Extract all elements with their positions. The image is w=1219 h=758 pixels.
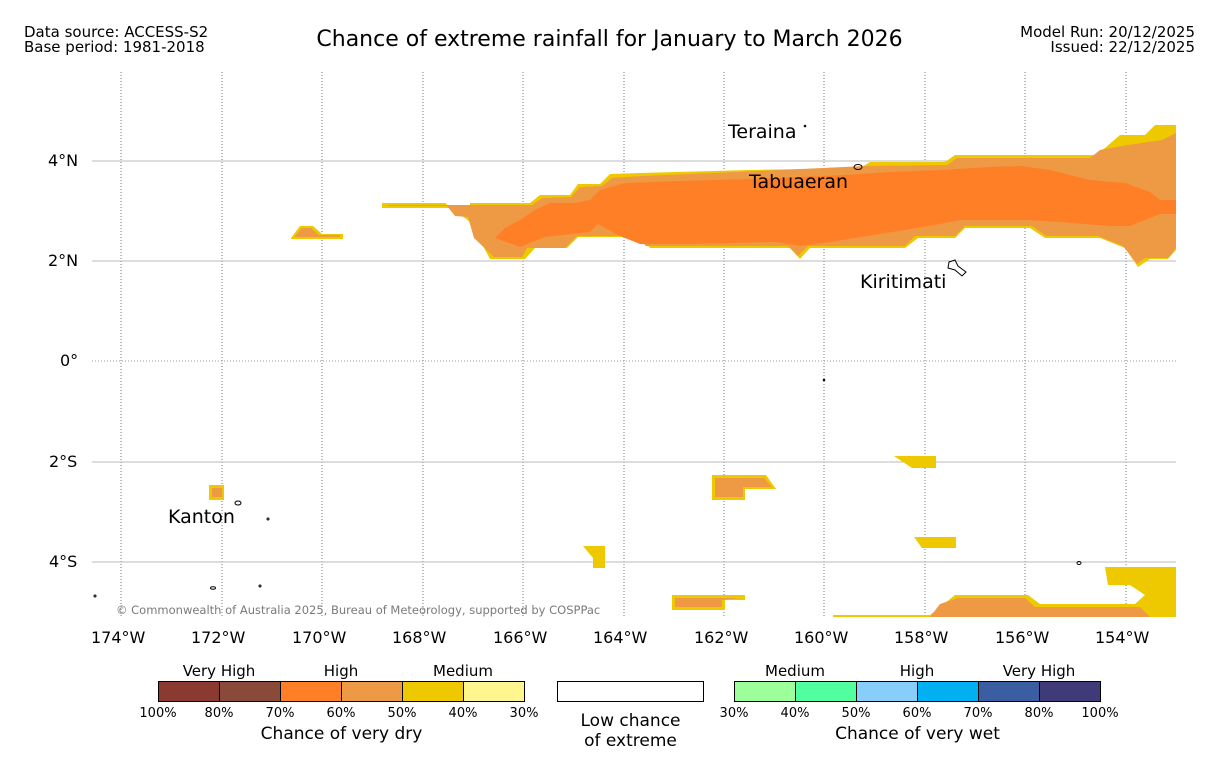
legend-wet-tick: 50% bbox=[841, 706, 871, 721]
base-period-label: Base period: 1981-2018 bbox=[24, 38, 205, 56]
dry-region-170w-inner bbox=[295, 228, 340, 237]
map-title: Chance of extreme rainfall for January t… bbox=[316, 27, 903, 52]
data-source-label: Data source: ACCESS-S2 bbox=[24, 23, 209, 41]
legend-wet-swatch bbox=[978, 681, 1040, 702]
legend-wet-tick: 60% bbox=[902, 706, 932, 721]
dry-region-south-east bbox=[833, 567, 1176, 617]
legend-low-caption-line1: Low chance bbox=[580, 711, 681, 731]
lon-label: 172°W bbox=[191, 628, 246, 647]
legend-wet-tick: 70% bbox=[963, 706, 993, 721]
lon-label: 160°W bbox=[794, 628, 849, 647]
lon-label: 154°W bbox=[1095, 628, 1150, 647]
legend-low-swatch bbox=[557, 681, 704, 702]
model-run-label: Model Run: 20/12/2025 bbox=[1020, 23, 1195, 41]
legend-wet-tick: 30% bbox=[719, 706, 749, 721]
legend-dry-level: High bbox=[323, 662, 359, 680]
legend-dry-level: Medium bbox=[433, 662, 493, 680]
place-teraina: Teraina bbox=[728, 121, 797, 143]
dry-region-163w-inner bbox=[675, 598, 740, 607]
legend-wet-level: Very High bbox=[1002, 662, 1076, 680]
lon-label: 164°W bbox=[593, 628, 648, 647]
legend-wet-swatch bbox=[856, 681, 918, 702]
place-kanton: Kanton bbox=[168, 506, 235, 528]
legend-dry-tick: 100% bbox=[139, 706, 177, 721]
dry-region-158w-a bbox=[894, 456, 936, 468]
legend-dry-tick: 70% bbox=[265, 706, 295, 721]
legend-wet-level: High bbox=[899, 662, 935, 680]
legend-dry-swatch bbox=[158, 681, 220, 702]
legend-dry-tick: 60% bbox=[326, 706, 356, 721]
dry-region-172w-inner bbox=[212, 488, 222, 497]
legend-dry-caption: Chance of very dry bbox=[260, 724, 423, 744]
legend-wet-swatch bbox=[1039, 681, 1101, 702]
lon-label: 166°W bbox=[493, 628, 548, 647]
place-tabuaeran: Tabuaeran bbox=[749, 171, 849, 193]
legend-wet-swatch bbox=[734, 681, 796, 702]
lat-label-4n: 4°N bbox=[48, 151, 79, 170]
lat-label-2s: 2°S bbox=[49, 452, 78, 471]
dry-region-south-east-inner bbox=[930, 598, 1150, 617]
lat-label-2n: 2°N bbox=[48, 251, 79, 270]
legend-wet-tick: 80% bbox=[1024, 706, 1054, 721]
lon-label: 170°W bbox=[292, 628, 347, 647]
island-outlines bbox=[93, 124, 1082, 598]
dry-region-north-core bbox=[495, 166, 1176, 247]
legend-wet-level: Medium bbox=[765, 662, 825, 680]
legend-wet-tick: 100% bbox=[1081, 706, 1119, 721]
lon-label: 174°W bbox=[91, 628, 146, 647]
legend-dry-swatch bbox=[463, 681, 525, 702]
legend-wet-caption: Chance of very wet bbox=[835, 724, 1000, 744]
lon-label: 158°W bbox=[894, 628, 949, 647]
copyright-notice: © Commonwealth of Australia 2025, Bureau… bbox=[116, 603, 601, 617]
legend-low-caption-line2: of extreme bbox=[584, 731, 677, 751]
dry-region-164w bbox=[583, 546, 605, 568]
dry-region-161w-inner bbox=[715, 478, 772, 497]
legend-dry-tick: 40% bbox=[448, 706, 478, 721]
longitude-gridlines bbox=[120, 72, 1127, 617]
dry-region-158w-b bbox=[914, 537, 956, 548]
lon-label: 156°W bbox=[995, 628, 1050, 647]
latitude-gridlines bbox=[92, 160, 1176, 563]
place-kiritimati: Kiritimati bbox=[860, 271, 947, 293]
legend-wet-swatch bbox=[795, 681, 857, 702]
legend-dry-tick: 30% bbox=[509, 706, 539, 721]
legend-dry-tick: 50% bbox=[387, 706, 417, 721]
lon-label: 168°W bbox=[392, 628, 447, 647]
legend-dry-swatch bbox=[402, 681, 464, 702]
legend-wet-tick: 40% bbox=[780, 706, 810, 721]
legend-wet-swatch bbox=[917, 681, 979, 702]
legend-dry-level: Very High bbox=[182, 662, 256, 680]
lat-label-0: 0° bbox=[60, 351, 79, 370]
lat-label-4s: 4°S bbox=[49, 552, 78, 571]
legend-dry-tick: 80% bbox=[204, 706, 234, 721]
lon-label: 162°W bbox=[694, 628, 749, 647]
legend-dry-swatch bbox=[219, 681, 281, 702]
legend-dry-swatch bbox=[280, 681, 342, 702]
issued-label: Issued: 22/12/2025 bbox=[1050, 38, 1195, 56]
legend-dry-swatch bbox=[341, 681, 403, 702]
